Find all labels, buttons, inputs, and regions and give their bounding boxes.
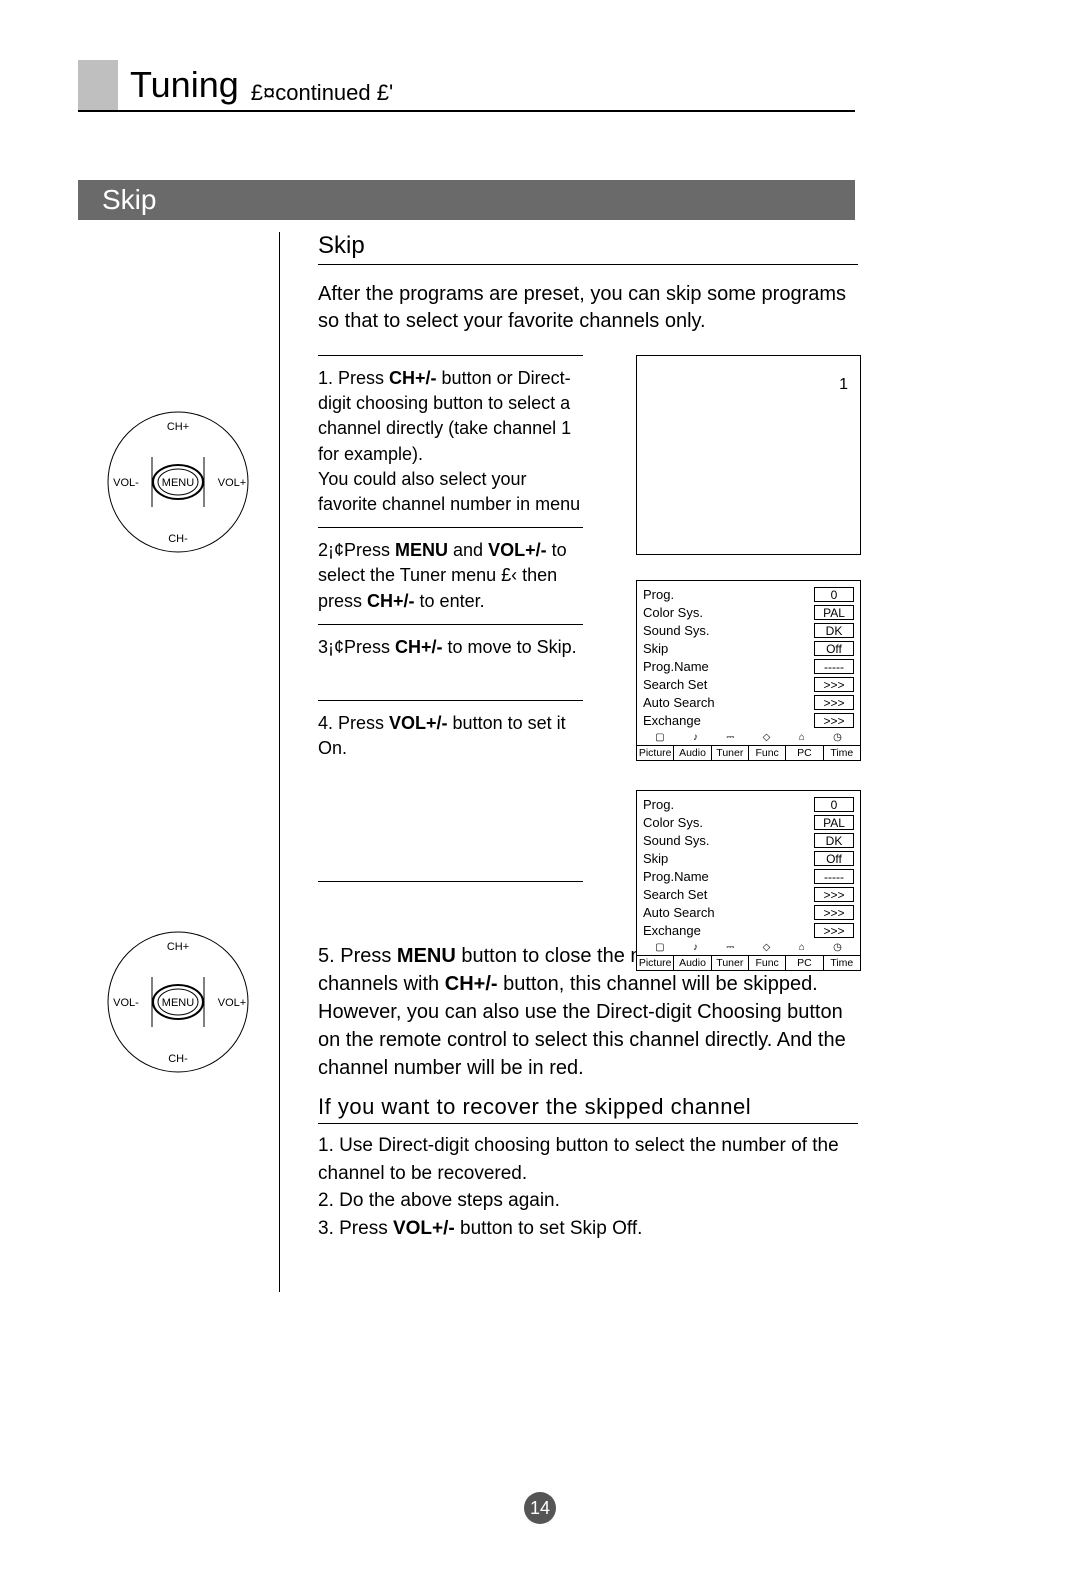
audio-icon: ♪ [693,942,698,953]
table-row: Color Sys.PAL [643,603,854,621]
svg-text:VOL+: VOL+ [218,997,246,1009]
step-2: 2¡¢Press MENU and VOL+/- to select the T… [318,527,583,624]
recover-1: 1. Use Direct-digit choosing button to s… [318,1132,858,1187]
table-row: Exchange>>> [643,921,854,939]
table-row: SkipOff [643,639,854,657]
manual-page: Tuning £¤continued £' Skip CH+ CH- VOL- … [0,0,1080,1584]
section-banner: Skip [78,180,855,220]
audio-icon: ♪ [693,732,698,743]
remote-vol-plus: VOL+ [218,477,246,489]
table-row: Sound Sys.DK [643,621,854,639]
svg-text:CH+: CH+ [167,941,189,953]
menu-icon-row: ▢ ♪ ⎓ ◇ ⌂ ◷ [637,729,860,745]
recover-title: If you want to recover the skipped chann… [318,1094,858,1124]
remote-diagram-2: CH+ CH- VOL- VOL+ MENU [98,922,258,1082]
divider [318,881,583,882]
table-row: Prog.0 [643,585,854,603]
table-row: Auto Search>>> [643,693,854,711]
step-3: 3¡¢Press CH+/- to move to Skip. [318,624,583,670]
svg-text:VOL-: VOL- [113,997,139,1009]
table-row: Auto Search>>> [643,903,854,921]
time-icon: ◷ [833,942,842,953]
table-row: SkipOff [643,849,854,867]
title-sub: £¤continued £' [251,80,393,106]
step-1: 1. Press CH+/- button or Direct-digit ch… [318,355,583,527]
table-row: Prog.0 [643,795,854,813]
remote-vol-minus: VOL- [113,477,139,489]
title-main: Tuning [130,64,239,106]
recover-steps: 1. Use Direct-digit choosing button to s… [318,1132,858,1242]
pc-icon: ⌂ [799,732,805,743]
func-icon: ◇ [763,732,771,743]
table-row: Exchange>>> [643,711,854,729]
remote-menu: MENU [162,477,194,489]
pc-icon: ⌂ [799,942,805,953]
table-row: Search Set>>> [643,675,854,693]
page-title: Tuning £¤continued £' [78,60,855,112]
tv-screen: 1 [636,355,861,555]
tuner-icon: ⎓ [726,732,734,743]
menu-tabs: Picture Audio Tuner Func PC Time [637,955,860,970]
menu-tabs: Picture Audio Tuner Func PC Time [637,745,860,760]
left-column: CH+ CH- VOL- VOL+ MENU CH+ CH- VOL- VOL+… [78,232,280,1292]
time-icon: ◷ [833,732,842,743]
page-number: 14 [524,1492,556,1524]
tuner-icon: ⎓ [726,942,734,953]
table-row: Search Set>>> [643,885,854,903]
step-4: 4. Press VOL+/- button to set it On. [318,700,583,771]
remote-ch-minus: CH- [168,533,188,545]
recover-3: 3. Press VOL+/- button to set Skip Off. [318,1215,858,1243]
func-icon: ◇ [763,942,771,953]
tuner-menu-1: Prog.0 Color Sys.PAL Sound Sys.DK SkipOf… [636,580,861,761]
table-row: Sound Sys.DK [643,831,854,849]
channel-number: 1 [839,376,848,393]
table-row: Prog.Name----- [643,867,854,885]
right-column: Skip After the programs are preset, you … [318,232,864,1242]
remote-ch-plus: CH+ [167,421,189,433]
steps-area: 1. Press CH+/- button or Direct-digit ch… [318,355,864,1242]
table-row: Prog.Name----- [643,657,854,675]
menu-icon-row: ▢ ♪ ⎓ ◇ ⌂ ◷ [637,939,860,955]
svg-text:MENU: MENU [162,997,194,1009]
tuner-menu-2: Prog.0 Color Sys.PAL Sound Sys.DK SkipOf… [636,790,861,971]
remote-diagram-1: CH+ CH- VOL- VOL+ MENU [98,402,258,562]
sub-title: Skip [318,232,858,265]
picture-icon: ▢ [655,942,664,953]
picture-icon: ▢ [655,732,664,743]
svg-text:CH-: CH- [168,1053,188,1065]
recover-2: 2. Do the above steps again. [318,1187,858,1215]
intro-text: After the programs are preset, you can s… [318,281,864,335]
table-row: Color Sys.PAL [643,813,854,831]
